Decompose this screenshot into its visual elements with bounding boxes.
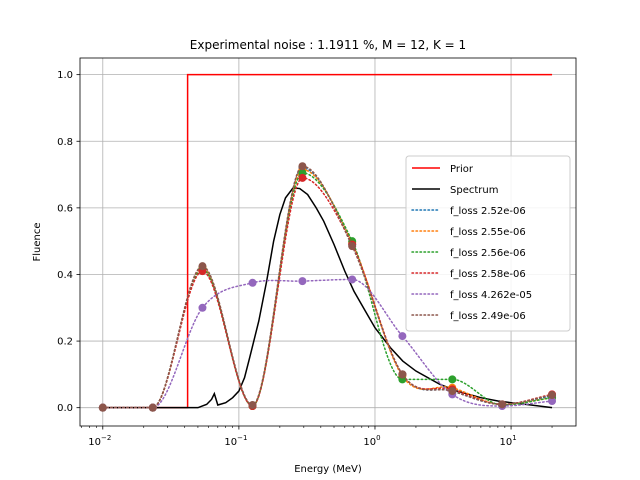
series-f-loss-2-49e-06-point [498,400,507,409]
x-tick-label: 101 [499,434,516,448]
x-axis-label: Energy (MeV) [294,464,362,475]
series-f-loss-4-262e-05-point [298,277,307,286]
legend-box [405,155,571,332]
series-f-loss-4-262e-05-point [348,275,357,284]
series-f-loss-2-56e-06-point [448,375,457,384]
x-tick-label: 10−2 [88,434,111,448]
series-f-loss-4-262e-05-point [198,303,207,312]
series-f-loss-4-262e-05-point [548,397,557,406]
series-f-loss-4-262e-05-point [248,278,257,287]
y-tick-label: 0.8 [57,137,73,148]
legend-label: Prior [450,164,474,175]
series-f-loss-2-49e-06-line [102,165,553,409]
chart-title: Experimental noise : 1.1911 %, M = 12, K… [190,38,466,52]
legend-label: f_loss 2.52e-06 [450,206,526,217]
legend-label: f_loss 4.262e-05 [450,290,532,301]
series-f-loss-2-49e-06-point [348,242,357,251]
series-f-loss-2-49e-06-point [298,162,307,171]
series-f-loss-2-58e-06-point [298,173,307,182]
axis-ticks: 10−2 10−1 100 101 0.0 0.2 0.4 0.6 0.8 1.0 [57,70,553,448]
legend-label: f_loss 2.58e-06 [450,269,526,280]
x-tick-label: 10−1 [224,434,247,448]
series-f-loss-2-49e-06-point [448,387,457,396]
y-axis-label: Fluence [32,222,43,261]
y-tick-label: 0.0 [57,403,73,414]
series-f-loss-2-49e-06-point [548,391,557,400]
series-f-loss-2-49e-06-point [148,403,157,412]
legend-label: f_loss 2.49e-06 [450,311,526,322]
y-tick-label: 1.0 [57,70,73,81]
series-f-loss-2-49e-06-point [248,401,257,410]
series-f-loss-2-49e-06-point [98,403,107,412]
series-f-loss-2-49e-06-point [198,262,207,271]
legend-label: f_loss 2.56e-06 [450,248,526,259]
legend-label: Spectrum [450,185,498,196]
y-tick-label: 0.4 [57,270,73,281]
x-tick-label: 100 [363,434,380,448]
y-tick-label: 0.2 [57,337,73,348]
plot-frame [79,57,577,427]
legend: Prior Spectrum f_loss 2.52e-06 f_loss 2.55e… [405,155,571,332]
series-f-loss-4-262e-05-point [398,332,407,341]
series-layer [98,73,557,412]
y-tick-label: 0.6 [57,203,73,214]
legend-label: f_loss 2.55e-06 [450,227,526,238]
series-f-loss-4-262e-05-line [102,278,553,409]
series-f-loss-2-49e-06-point [398,370,407,379]
